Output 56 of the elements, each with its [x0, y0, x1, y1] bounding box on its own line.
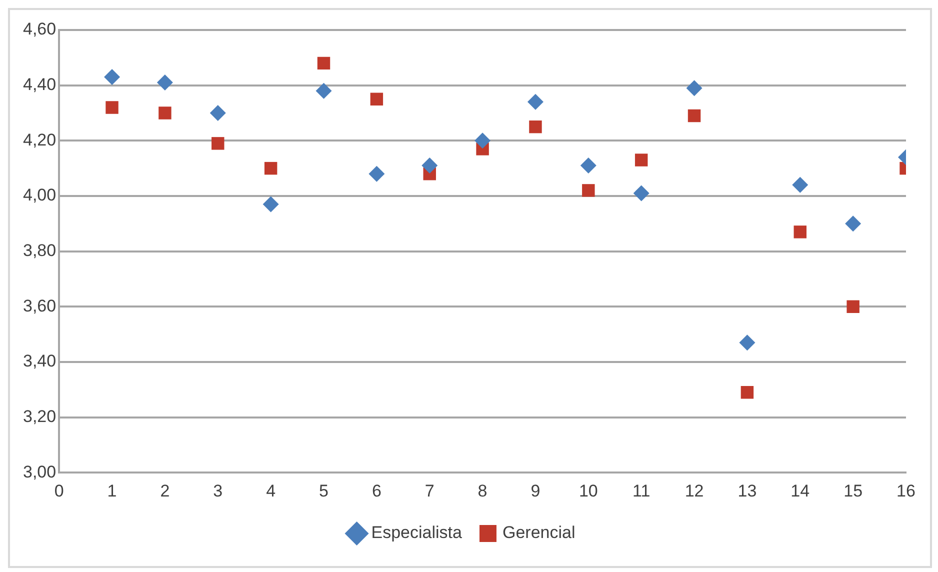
y-tick-label: 3,20 — [22, 406, 56, 426]
point — [212, 137, 224, 150]
point — [739, 334, 756, 351]
point — [104, 69, 120, 86]
point — [634, 154, 648, 166]
point — [529, 120, 542, 134]
x-tick-label: 10 — [578, 481, 598, 500]
point — [580, 158, 596, 174]
y-tick-label: 3,60 — [22, 296, 56, 316]
x-tick-label: 3 — [213, 481, 223, 500]
y-tick-label: 3,00 — [22, 462, 56, 482]
x-tick-label: 14 — [790, 481, 810, 500]
x-tick-label: 8 — [478, 481, 488, 500]
x-tick-label: 11 — [632, 481, 650, 500]
point — [106, 101, 118, 114]
point — [527, 94, 544, 110]
legend-label: Gerencial — [502, 523, 576, 542]
legend-label: Especialista — [371, 523, 463, 542]
point — [158, 106, 172, 120]
point — [686, 80, 702, 96]
point — [794, 226, 806, 238]
point — [582, 184, 595, 197]
y-tick-label: 3,40 — [22, 352, 56, 371]
x-tick-label: 0 — [54, 481, 64, 500]
x-tick-label: 13 — [738, 481, 757, 500]
y-tick-label: 4,00 — [22, 186, 56, 205]
point — [316, 82, 332, 99]
point — [846, 300, 860, 313]
x-tick-label: 6 — [372, 481, 382, 500]
point — [317, 56, 330, 70]
point — [845, 216, 862, 232]
x-tick-label: 9 — [530, 481, 540, 500]
point — [262, 196, 279, 212]
y-tick-label: 4,60 — [22, 20, 56, 39]
point — [370, 92, 384, 106]
y-tick-label: 3,80 — [22, 240, 56, 260]
x-tick-label: 7 — [424, 481, 434, 500]
x-tick-label: 16 — [896, 481, 916, 500]
point — [264, 162, 278, 175]
x-tick-label: 2 — [160, 481, 170, 500]
x-tick-label: 15 — [844, 481, 863, 500]
point — [688, 109, 701, 122]
point — [210, 104, 226, 121]
x-tick-label: 12 — [684, 481, 704, 500]
y-tick-label: 4,20 — [22, 130, 56, 150]
point — [740, 386, 754, 399]
y-tick-label: 4,40 — [22, 75, 56, 94]
point — [422, 158, 438, 174]
x-tick-label: 4 — [266, 481, 276, 500]
point — [368, 166, 385, 182]
x-tick-label: 1 — [107, 481, 117, 500]
point — [633, 185, 650, 202]
point — [792, 176, 808, 193]
point — [474, 132, 491, 149]
x-tick-label: 5 — [319, 481, 328, 500]
point — [156, 74, 173, 91]
